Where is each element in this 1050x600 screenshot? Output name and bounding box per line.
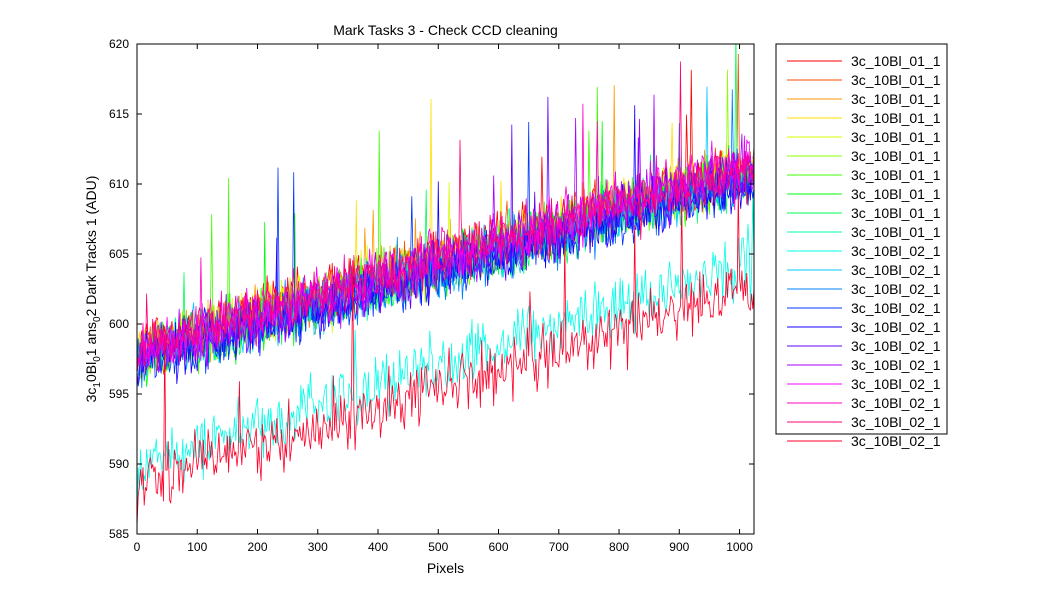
x-tick-label: 700 <box>549 540 569 554</box>
legend-label: 3c_10Bl_02_1 <box>851 433 941 449</box>
y-axis-label-part: 1 ans <box>83 322 99 356</box>
x-tick-label: 900 <box>669 540 689 554</box>
x-tick-label: 400 <box>368 540 388 554</box>
legend-label: 3c_10Bl_01_1 <box>851 148 941 164</box>
legend-label: 3c_10Bl_02_1 <box>851 300 941 316</box>
legend-label: 3c_10Bl_02_1 <box>851 243 941 259</box>
legend-items: 3c_10Bl_01_1 3c_10Bl_01_1 3c_10Bl_01_1 3c_1… <box>787 53 941 449</box>
y-axis-label-sub: 0 <box>92 356 103 362</box>
legend-label: 3c_10Bl_01_1 <box>851 186 941 202</box>
legend-label: 3c_10Bl_02_1 <box>851 376 941 392</box>
x-axis-ticks: 0 100 200 300 400 500 600 700 800 900 1000 <box>134 44 753 554</box>
x-axis-label: Pixels <box>427 560 464 576</box>
y-tick-label: 590 <box>109 457 129 471</box>
y-tick-label: 585 <box>109 527 129 541</box>
y-tick-label: 620 <box>109 37 129 51</box>
series-line <box>137 188 754 528</box>
legend-label: 3c_10Bl_01_1 <box>851 110 941 126</box>
y-tick-label: 610 <box>109 177 129 191</box>
legend-label: 3c_10Bl_02_1 <box>851 357 941 373</box>
x-tick-label: 600 <box>489 540 509 554</box>
x-tick-label: 1000 <box>726 540 753 554</box>
series-layer <box>137 44 754 528</box>
chart-title: Mark Tasks 3 - Check CCD cleaning <box>333 22 558 38</box>
plot-frame <box>136 43 755 535</box>
y-tick-label: 595 <box>109 387 129 401</box>
legend-label: 3c_10Bl_01_1 <box>851 72 941 88</box>
legend-label: 3c_10Bl_02_1 <box>851 281 941 297</box>
y-axis-label-part: 2 Dark Tracks 1 (ADU) <box>83 176 99 317</box>
legend-label: 3c_10Bl_01_1 <box>851 224 941 240</box>
legend-label: 3c_10Bl_02_1 <box>851 414 941 430</box>
y-tick-label: 600 <box>109 317 129 331</box>
x-tick-label: 500 <box>428 540 448 554</box>
y-axis-label-part: 0Bl <box>83 362 99 382</box>
series-line <box>137 191 754 528</box>
legend: 3c_10Bl_01_1 3c_10Bl_01_1 3c_10Bl_01_1 3c_1… <box>775 43 948 449</box>
legend-label: 3c_10Bl_01_1 <box>851 205 941 221</box>
legend-label: 3c_10Bl_02_1 <box>851 319 941 335</box>
y-axis-label: 3c10Bl01 ans02 Dark Tracks 1 (ADU) <box>83 176 103 403</box>
x-tick-label: 100 <box>187 540 207 554</box>
y-axis-ticks: 585 590 595 600 605 610 615 620 <box>109 37 754 541</box>
legend-box <box>775 43 948 435</box>
series-line <box>137 61 754 374</box>
y-axis-label-part: 3c <box>83 388 99 403</box>
legend-label: 3c_10Bl_02_1 <box>851 338 941 354</box>
legend-label: 3c_10Bl_01_1 <box>851 91 941 107</box>
legend-label: 3c_10Bl_01_1 <box>851 53 941 69</box>
x-tick-label: 300 <box>308 540 328 554</box>
legend-label: 3c_10Bl_02_1 <box>851 395 941 411</box>
y-axis-label-sub: 1 <box>92 382 103 388</box>
legend-label: 3c_10Bl_02_1 <box>851 262 941 278</box>
y-tick-label: 605 <box>109 247 129 261</box>
y-tick-label: 615 <box>109 107 129 121</box>
legend-label: 3c_10Bl_01_1 <box>851 167 941 183</box>
x-tick-label: 800 <box>609 540 629 554</box>
y-axis-label-sub: 0 <box>92 316 103 322</box>
x-tick-label: 0 <box>134 540 141 554</box>
legend-label: 3c_10Bl_01_1 <box>851 129 941 145</box>
x-tick-label: 200 <box>247 540 267 554</box>
